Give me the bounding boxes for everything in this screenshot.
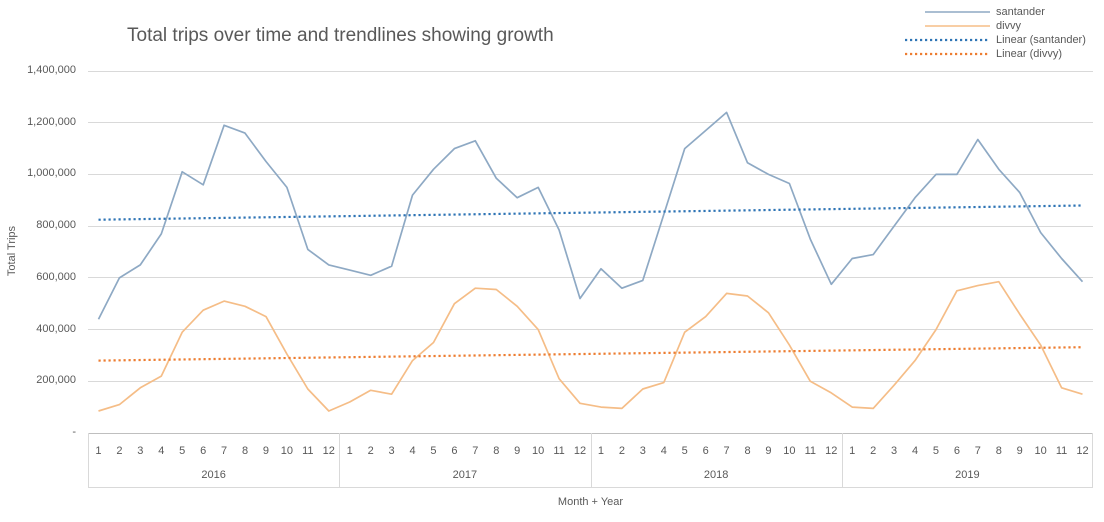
legend-item-label: divvy <box>996 20 1022 32</box>
y-axis-title: Total Trips <box>6 225 18 277</box>
x-axis-group-separator <box>590 433 592 487</box>
month-label: 6 <box>200 445 207 457</box>
month-label: 8 <box>995 445 1002 457</box>
plot-lines <box>97 111 1084 412</box>
month-label: 8 <box>744 445 751 457</box>
x-axis-group-separator <box>88 433 89 487</box>
x-axis-bottom-line <box>88 487 1093 488</box>
y-tick-label: 1,400,000 <box>27 64 76 76</box>
x-axis-title: Month + Year <box>557 496 624 508</box>
month-label: 7 <box>723 445 730 457</box>
month-label: 3 <box>639 445 646 457</box>
y-tick-label: 1,000,000 <box>27 167 76 180</box>
month-label: 7 <box>221 445 228 457</box>
santander-line <box>97 111 1084 320</box>
gridline <box>88 380 1093 382</box>
y-tick-label: 600,000 <box>36 270 76 283</box>
legend-item-label: Linear (divvy) <box>996 48 1063 60</box>
month-label: 4 <box>409 445 416 457</box>
month-label: 11 <box>302 445 314 457</box>
month-label: 10 <box>783 445 796 457</box>
y-tick-label: - <box>72 426 76 438</box>
gridline <box>88 122 1093 124</box>
month-label: 1 <box>597 445 605 457</box>
y-tick-label: 800,000 <box>36 219 76 232</box>
month-label: 8 <box>241 445 249 457</box>
month-label: 2 <box>116 445 123 457</box>
santander-trendline <box>98 204 1083 221</box>
legend-line-sample <box>905 52 990 56</box>
month-label: 6 <box>702 445 709 457</box>
legend-line-sample <box>925 11 990 13</box>
legend-line-sample <box>925 25 990 27</box>
month-label: 2 <box>870 445 877 457</box>
month-label: 4 <box>660 445 667 457</box>
month-label: 11 <box>1055 445 1068 457</box>
legend-item: santander <box>905 5 1086 19</box>
month-label: 6 <box>953 445 960 457</box>
month-label: 2 <box>367 445 374 457</box>
chart-title: Total trips over time and trendlines sho… <box>127 25 554 46</box>
gridline <box>88 329 1093 331</box>
month-label: 9 <box>765 445 772 457</box>
divvy-line <box>98 280 1083 412</box>
y-tick-label: 1,200,000 <box>27 115 76 128</box>
month-label: 11 <box>553 445 565 457</box>
y-tick-label: 200,000 <box>36 374 76 387</box>
gridline <box>88 70 1093 72</box>
month-label: 7 <box>472 445 479 457</box>
legend-item: Linear (santander) <box>905 33 1086 47</box>
x-axis-group-separator <box>1092 433 1093 487</box>
legend-item-label: santander <box>996 6 1045 18</box>
legend: santander divvy Linear (santander) Linear (… <box>905 5 1086 61</box>
gridline <box>88 277 1093 279</box>
divvy-trendline <box>98 346 1083 362</box>
month-label: 12 <box>1076 445 1089 457</box>
month-label: 5 <box>430 445 437 457</box>
year-label: 2016 <box>201 469 226 481</box>
month-label: 5 <box>681 445 688 457</box>
legend-item-label: Linear (santander) <box>996 34 1086 46</box>
year-label: 2017 <box>452 469 478 481</box>
legend-item: divvy <box>905 19 1086 33</box>
gridline <box>88 173 1093 175</box>
y-tick-label: 400,000 <box>36 322 76 335</box>
month-label: 12 <box>322 445 335 457</box>
legend-item: Linear (divvy) <box>905 47 1086 61</box>
month-label: 12 <box>573 445 587 457</box>
month-label: 8 <box>493 445 500 457</box>
month-label: 12 <box>825 445 838 457</box>
month-label: 1 <box>346 445 353 457</box>
month-label: 2 <box>618 445 625 457</box>
month-label: 4 <box>911 445 919 457</box>
month-label: 9 <box>262 445 270 457</box>
month-label: 10 <box>280 445 294 457</box>
legend-line-sample <box>905 38 990 42</box>
gridline <box>88 225 1093 227</box>
year-label: 2018 <box>703 469 729 481</box>
month-label: 3 <box>388 445 395 457</box>
month-label: 7 <box>974 445 981 457</box>
month-label: 10 <box>1034 445 1047 457</box>
month-label: 6 <box>451 445 458 457</box>
month-label: 11 <box>804 445 817 457</box>
month-label: 9 <box>514 445 521 457</box>
month-label: 4 <box>158 445 165 457</box>
month-label: 10 <box>532 445 545 457</box>
x-axis-group-separator <box>339 433 341 487</box>
x-axis-group-separator <box>841 433 843 487</box>
year-label: 2019 <box>955 469 980 481</box>
month-label: 5 <box>179 445 186 457</box>
month-label: 9 <box>1016 445 1023 457</box>
month-label: 5 <box>932 445 940 457</box>
month-label: 1 <box>849 445 856 457</box>
month-label: 3 <box>891 445 898 457</box>
month-label: 3 <box>137 445 144 457</box>
month-label: 1 <box>95 445 102 457</box>
